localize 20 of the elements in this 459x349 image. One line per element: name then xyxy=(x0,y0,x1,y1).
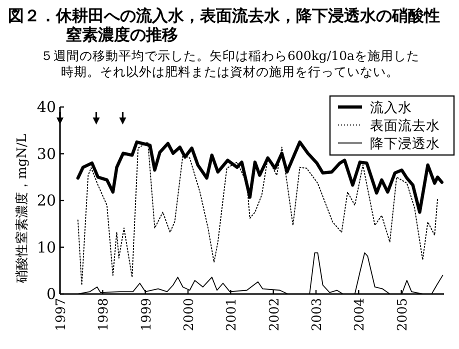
y-tick-label: 0 xyxy=(46,285,56,303)
y-axis-title: 硝酸性窒素濃度，mgN/L xyxy=(14,134,30,284)
chart-subtitle: ５週間の移動平均で示した。矢印は稲わら600kg/10aを施用した時期。それ以外は肥料または資材の施用を行っていない。 xyxy=(40,48,420,80)
x-tick-label: 1997 xyxy=(54,298,69,332)
legend-label: 流入水 xyxy=(370,100,412,116)
y-tick-label: 10 xyxy=(36,238,56,256)
chart-title: 図２．休耕田への流入水，表面流去水，降下浸透水の硝酸性窒素濃度の推移 xyxy=(8,6,441,44)
x-tick-label: 2004 xyxy=(352,298,368,332)
legend-label: 降下浸透水 xyxy=(370,136,440,152)
x-tick-label: 2002 xyxy=(267,298,282,332)
legend-label: 表面流去水 xyxy=(370,118,440,134)
x-tick-label: 2001 xyxy=(224,298,240,332)
x-tick-label: 2000 xyxy=(182,298,197,332)
y-tick-label: 30 xyxy=(36,144,56,163)
y-tick-label: 20 xyxy=(36,192,56,210)
x-tick-label: 1999 xyxy=(139,298,154,332)
x-tick-label: 2005 xyxy=(395,298,410,332)
y-tick-label: 40 xyxy=(36,98,56,116)
x-tick-label: 2003 xyxy=(310,298,325,332)
x-tick-label: 1998 xyxy=(96,298,112,332)
